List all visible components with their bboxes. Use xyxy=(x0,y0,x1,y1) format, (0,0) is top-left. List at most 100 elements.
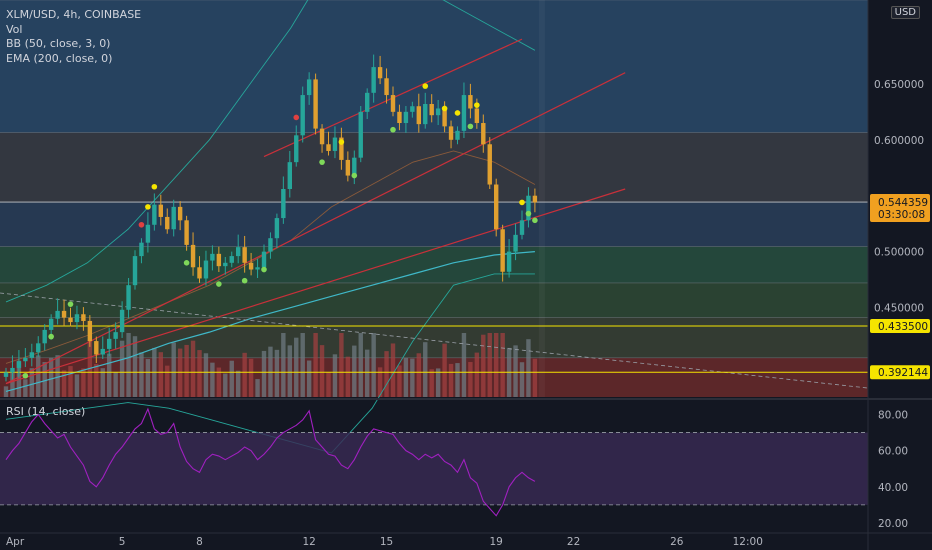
candle-body xyxy=(326,144,331,151)
candle-body xyxy=(532,195,538,203)
candle-body xyxy=(519,220,525,235)
candle-body xyxy=(171,206,176,230)
volume-bar xyxy=(48,357,54,397)
time-tick-label: 12:00 xyxy=(733,536,763,548)
time-tick-label: 8 xyxy=(196,536,203,548)
level-badge-0 xyxy=(870,318,930,333)
time-tick-label: 19 xyxy=(490,536,503,548)
candle-body xyxy=(461,95,467,131)
candle-body xyxy=(42,329,47,344)
chart-legend: XLM/USD, 4h, COINBASE Vol BB (50, close,… xyxy=(6,8,141,66)
rsi-line xyxy=(5,407,536,517)
candle-body xyxy=(23,357,28,362)
level-badge-label: 0.433500 xyxy=(878,321,928,333)
volume-bar xyxy=(313,333,318,397)
candle-body xyxy=(74,314,80,323)
candle-body xyxy=(481,123,486,145)
volume-bar xyxy=(371,333,376,397)
volume-bar xyxy=(274,349,280,397)
signal-dot xyxy=(319,159,325,165)
price-tick-label: 0.450000 xyxy=(874,303,924,315)
signal-dot xyxy=(183,260,190,266)
volume-bar xyxy=(3,386,9,397)
candle-body xyxy=(216,253,222,267)
volume-bar xyxy=(384,351,389,397)
signal-dot xyxy=(338,139,345,145)
volume-bar xyxy=(390,343,396,397)
volume-bar xyxy=(10,371,15,397)
volume-bar xyxy=(184,344,189,397)
candle-body xyxy=(55,310,60,319)
candle-body xyxy=(190,244,196,268)
candle-body xyxy=(165,216,170,230)
volume-bar xyxy=(281,333,286,397)
candle-body xyxy=(423,104,428,125)
rsi-tick-label: 60.00 xyxy=(878,446,908,458)
time-tick-label: 12 xyxy=(302,536,315,548)
volume-bar xyxy=(223,373,228,397)
volume-bar xyxy=(526,339,531,397)
candle-body xyxy=(197,267,202,279)
volume-bar xyxy=(455,363,460,397)
signal-dot xyxy=(422,83,429,89)
candle-body xyxy=(236,247,241,257)
legend-bb: BB (50, close, 3, 0) xyxy=(6,37,111,50)
candle-body xyxy=(10,367,15,373)
candle-body xyxy=(339,137,344,160)
candle-body xyxy=(87,320,93,342)
signal-dot xyxy=(293,114,300,121)
dashed-trend-line xyxy=(0,292,869,389)
volume-bar xyxy=(442,343,447,397)
candle-body xyxy=(94,341,99,355)
price-zones xyxy=(0,0,868,397)
candle-body xyxy=(177,206,183,221)
signal-dot xyxy=(454,110,461,116)
volume-bar xyxy=(481,334,486,397)
volume-bar xyxy=(306,360,312,397)
candle-body xyxy=(229,256,234,263)
candle-body xyxy=(358,111,363,158)
volume-bar xyxy=(319,345,325,397)
candle-body xyxy=(390,95,396,112)
price-zone-6 xyxy=(0,357,868,397)
rsi-pane xyxy=(0,407,868,517)
candle-body xyxy=(274,218,280,239)
volume-bar xyxy=(81,368,86,397)
price-tick-label: 0.650000 xyxy=(874,79,924,91)
volume-bar xyxy=(423,342,428,397)
candle-body xyxy=(113,332,118,339)
candle-body xyxy=(506,251,512,272)
volume-bar xyxy=(345,356,351,397)
candle-body xyxy=(442,108,447,127)
candle-body xyxy=(397,111,402,124)
candle-body xyxy=(152,204,157,225)
signal-dot xyxy=(441,105,448,112)
price-zone-0 xyxy=(0,0,868,133)
signal-dot xyxy=(532,217,538,224)
rsi-tick-label: 80.00 xyxy=(878,409,908,421)
candle-body xyxy=(223,262,228,267)
volume-bar xyxy=(287,345,292,397)
price-tick-label: 0.500000 xyxy=(874,247,924,259)
volume-bar xyxy=(126,333,131,397)
candle-body xyxy=(203,260,209,279)
volume-bar xyxy=(236,370,241,397)
signal-dot xyxy=(467,123,474,130)
candle-body xyxy=(345,159,351,176)
volume-bar xyxy=(339,333,344,397)
volume-bar xyxy=(242,352,247,397)
currency-badge[interactable]: USD xyxy=(890,6,920,19)
candle-body xyxy=(384,78,389,96)
candle-body xyxy=(158,204,163,217)
candle-body xyxy=(300,95,305,136)
volume-bar xyxy=(261,350,267,397)
signal-dot xyxy=(67,301,74,307)
candle-body xyxy=(255,267,260,270)
horizontal-levels[interactable] xyxy=(0,201,868,373)
candle-body xyxy=(48,318,54,330)
volume-bar xyxy=(74,374,80,397)
volume-bar xyxy=(461,333,467,397)
legend-vol: Vol xyxy=(6,22,23,36)
time-tick-label: 22 xyxy=(567,536,580,548)
